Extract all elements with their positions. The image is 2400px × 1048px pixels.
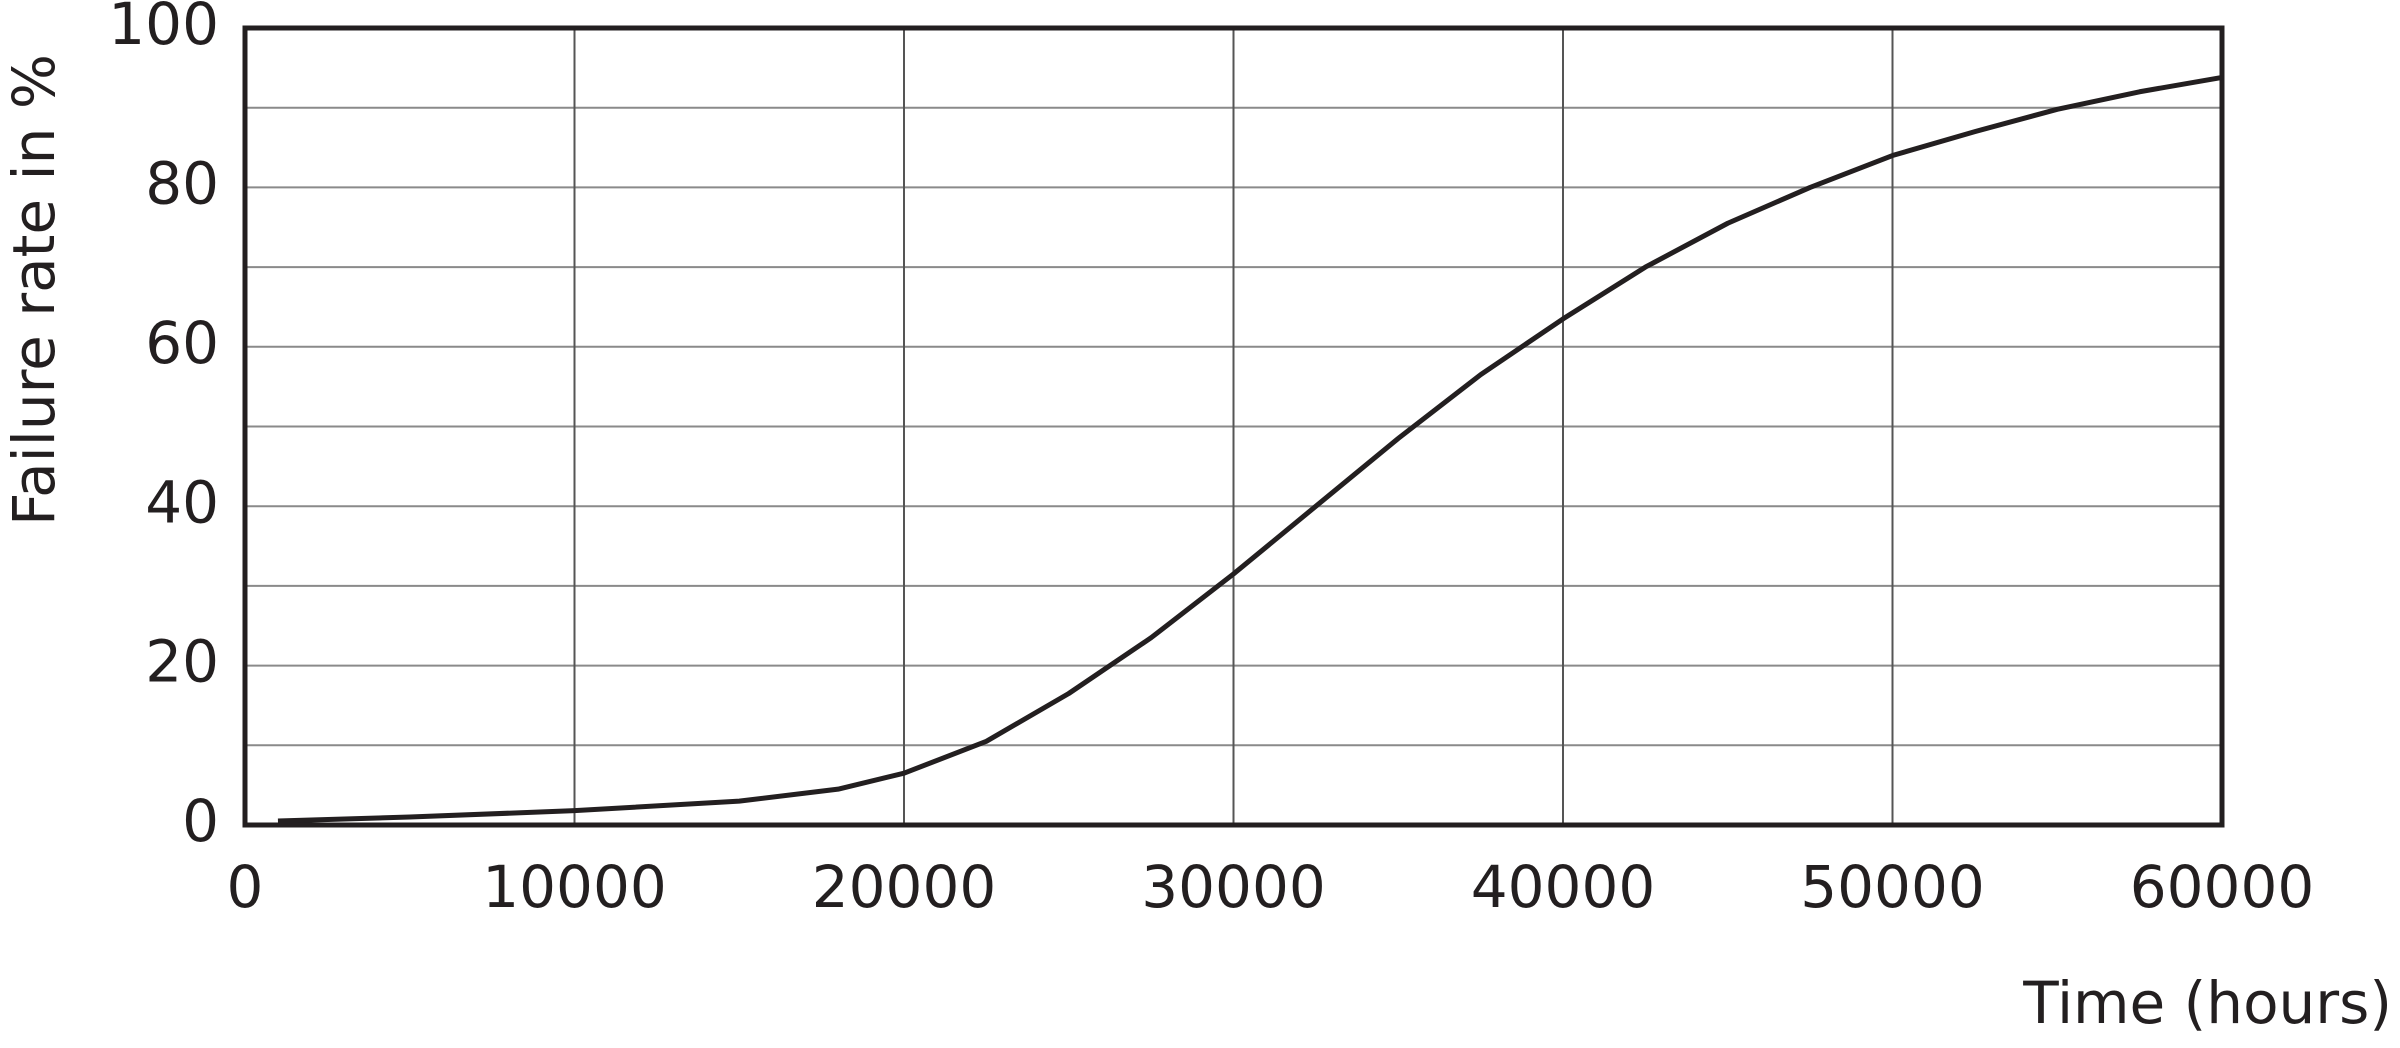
x-axis-title: Time (hours) bbox=[2022, 969, 2392, 1037]
x-tick-label: 0 bbox=[227, 853, 264, 921]
x-tick-label: 60000 bbox=[2130, 853, 2315, 921]
y-tick-label: 40 bbox=[145, 468, 219, 536]
y-tick-label: 20 bbox=[145, 628, 219, 696]
line-series bbox=[277, 74, 2223, 824]
x-tick-label: 30000 bbox=[1141, 853, 1326, 921]
y-tick-label: 60 bbox=[145, 309, 219, 377]
y-tick-label: 0 bbox=[182, 787, 219, 855]
x-tick-label: 20000 bbox=[812, 853, 997, 921]
y-axis-title: Failure rate in % bbox=[0, 54, 68, 526]
plot-frame bbox=[242, 25, 2225, 828]
y-tick-label: 100 bbox=[108, 0, 219, 58]
y-tick-label: 80 bbox=[145, 150, 219, 218]
x-tick-label: 40000 bbox=[1471, 853, 1656, 921]
x-tick-label: 50000 bbox=[1800, 853, 1985, 921]
x-tick-label: 10000 bbox=[482, 853, 667, 921]
